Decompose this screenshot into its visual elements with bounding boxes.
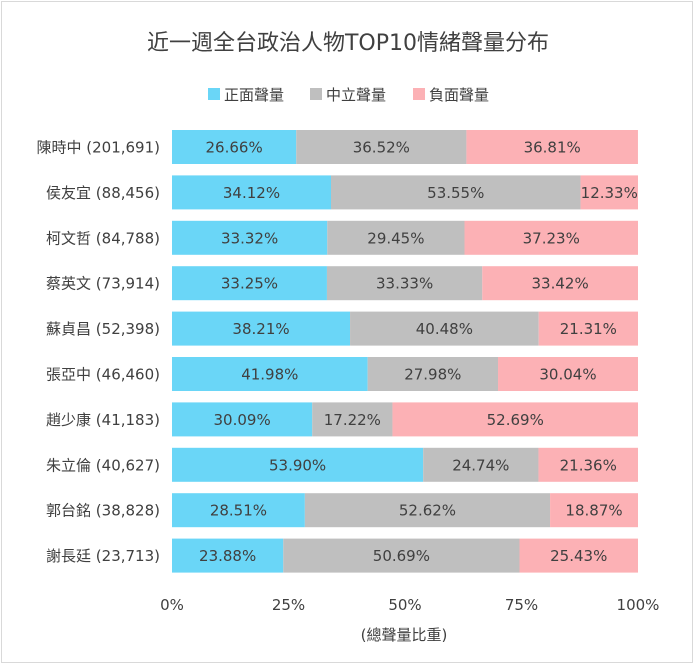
- data-label-9-2: 25.43%: [550, 547, 607, 565]
- x-tick-label-0: 0%: [160, 596, 184, 614]
- data-label-7-0: 53.90%: [269, 456, 326, 474]
- data-label-4-0: 38.21%: [232, 320, 289, 338]
- legend-swatch-0: [208, 88, 220, 100]
- bar-9-0: [172, 538, 284, 573]
- bar-1-2: [580, 175, 638, 210]
- data-label-9-1: 50.69%: [373, 547, 430, 565]
- data-label-1-1: 53.55%: [427, 184, 484, 202]
- bar-9-2: [519, 538, 638, 573]
- data-label-4-1: 40.48%: [416, 320, 473, 338]
- legend: 正面聲量 中立聲量 負面聲量: [208, 86, 489, 104]
- bar-2-0: [172, 220, 328, 255]
- data-label-6-0: 30.09%: [214, 411, 271, 429]
- bar-5-2: [498, 357, 638, 391]
- data-label-7-1: 24.74%: [452, 456, 509, 474]
- legend-swatch-1: [310, 88, 322, 100]
- category-label-2: 柯文哲 (84,788): [46, 229, 160, 247]
- bar-3-1: [326, 266, 483, 301]
- data-label-1-0: 34.12%: [223, 184, 280, 202]
- bar-1-0: [172, 175, 331, 210]
- category-label-9: 謝長廷 (23,713): [46, 547, 160, 565]
- bar-7-1: [423, 447, 539, 482]
- legend-label-2: 負面聲量: [429, 86, 489, 104]
- bar-2-1: [327, 220, 465, 255]
- x-axis-title: (總聲量比重): [361, 626, 448, 644]
- chart-title: 近一週全台政治人物TOP10情緒聲量分布: [147, 31, 549, 56]
- bar-6-0: [172, 402, 313, 437]
- category-label-1: 侯友宜 (88,456): [46, 184, 160, 202]
- bar-2-2: [464, 220, 638, 255]
- category-label-4: 蘇貞昌 (52,398): [46, 320, 160, 338]
- bar-8-1: [304, 493, 551, 528]
- bar-4-0: [172, 311, 351, 346]
- data-label-8-0: 28.51%: [210, 502, 267, 520]
- bars: 26.66% 36.52% 36.81% 34.12% 53.55% 12.33% 33.3…: [172, 130, 638, 573]
- data-label-0-0: 26.66%: [206, 139, 263, 157]
- x-tick-label-2: 50%: [388, 596, 421, 614]
- data-label-5-1: 27.98%: [404, 366, 461, 384]
- legend-label-1: 中立聲量: [326, 86, 386, 104]
- data-label-5-0: 41.98%: [241, 366, 298, 384]
- bar-4-1: [350, 311, 539, 346]
- data-label-7-2: 21.36%: [560, 456, 617, 474]
- data-label-2-2: 37.23%: [523, 229, 580, 247]
- category-labels: 陳時中 (201,691) 侯友宜 (88,456) 柯文哲 (84,788) 蔡英文…: [36, 139, 160, 566]
- bar-0-1: [296, 130, 467, 164]
- category-label-6: 趙少康 (41,183): [46, 411, 160, 429]
- category-label-3: 蔡英文 (73,914): [46, 275, 160, 293]
- data-label-3-2: 33.42%: [532, 275, 589, 293]
- data-label-8-1: 52.62%: [399, 502, 456, 520]
- bar-4-2: [538, 311, 638, 346]
- bar-0-2: [466, 130, 638, 164]
- x-axis: 0% 25% 50% 75% 100%: [160, 596, 659, 614]
- data-label-2-0: 33.32%: [221, 229, 278, 247]
- data-label-3-1: 33.33%: [376, 275, 433, 293]
- data-label-0-1: 36.52%: [353, 139, 410, 157]
- category-label-0: 陳時中 (201,691): [36, 139, 160, 157]
- data-label-0-2: 36.81%: [524, 139, 581, 157]
- data-label-5-2: 30.04%: [539, 366, 596, 384]
- data-label-2-1: 29.45%: [367, 229, 424, 247]
- data-label-6-1: 17.22%: [324, 411, 381, 429]
- bar-9-1: [283, 538, 520, 573]
- bar-5-1: [367, 357, 499, 391]
- x-tick-label-1: 25%: [272, 596, 305, 614]
- bar-6-2: [392, 402, 638, 437]
- bar-7-2: [538, 447, 638, 482]
- bar-0-0: [172, 130, 297, 164]
- category-label-7: 朱立倫 (40,627): [46, 456, 160, 474]
- bar-3-2: [482, 266, 638, 301]
- category-label-5: 張亞中 (46,460): [46, 366, 160, 384]
- bar-8-0: [172, 493, 305, 528]
- data-label-4-2: 21.31%: [560, 320, 617, 338]
- data-label-3-0: 33.25%: [221, 275, 278, 293]
- data-label-1-2: 12.33%: [581, 184, 638, 202]
- category-label-8: 郭台銘 (38,828): [46, 502, 160, 520]
- legend-label-0: 正面聲量: [224, 86, 284, 104]
- bar-7-0: [172, 447, 424, 482]
- data-label-8-2: 18.87%: [565, 502, 622, 520]
- bar-1-1: [330, 175, 581, 210]
- x-tick-label-4: 100%: [617, 596, 660, 614]
- bar-8-2: [550, 493, 638, 528]
- legend-swatch-2: [413, 88, 425, 100]
- bar-6-1: [312, 402, 393, 437]
- bar-3-0: [172, 266, 327, 301]
- data-label-6-2: 52.69%: [487, 411, 544, 429]
- x-tick-label-3: 75%: [505, 596, 538, 614]
- data-label-9-0: 23.88%: [199, 547, 256, 565]
- bar-5-0: [172, 357, 368, 391]
